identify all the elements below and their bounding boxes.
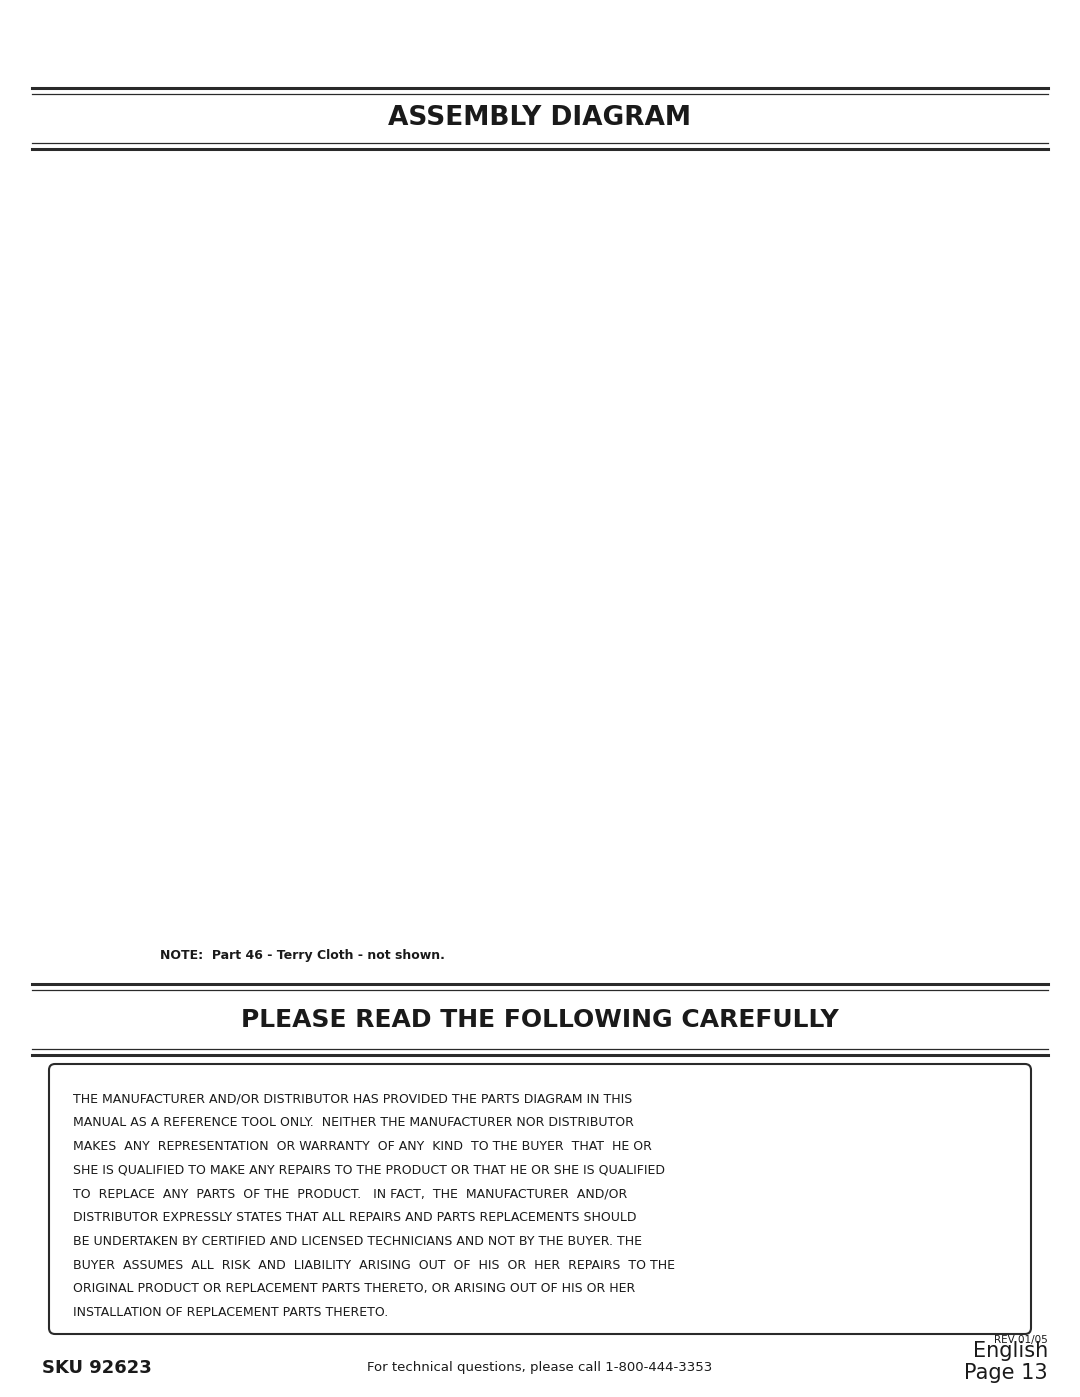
Text: For technical questions, please call 1-800-444-3353: For technical questions, please call 1-8… [367, 1362, 713, 1375]
Text: SHE IS QUALIFIED TO MAKE ANY REPAIRS TO THE PRODUCT OR THAT HE OR SHE IS QUALIFI: SHE IS QUALIFIED TO MAKE ANY REPAIRS TO … [73, 1164, 665, 1176]
Text: English: English [973, 1341, 1048, 1361]
Text: ORIGINAL PRODUCT OR REPLACEMENT PARTS THERETO, OR ARISING OUT OF HIS OR HER: ORIGINAL PRODUCT OR REPLACEMENT PARTS TH… [73, 1282, 635, 1295]
Text: INSTALLATION OF REPLACEMENT PARTS THERETO.: INSTALLATION OF REPLACEMENT PARTS THERET… [73, 1306, 388, 1319]
Text: BUYER  ASSUMES  ALL  RISK  AND  LIABILITY  ARISING  OUT  OF  HIS  OR  HER  REPAI: BUYER ASSUMES ALL RISK AND LIABILITY ARI… [73, 1259, 675, 1271]
Text: ASSEMBLY DIAGRAM: ASSEMBLY DIAGRAM [389, 105, 691, 131]
Text: SKU 92623: SKU 92623 [42, 1359, 152, 1377]
Text: MAKES  ANY  REPRESENTATION  OR WARRANTY  OF ANY  KIND  TO THE BUYER  THAT  HE OR: MAKES ANY REPRESENTATION OR WARRANTY OF … [73, 1140, 652, 1153]
Text: Page 13: Page 13 [964, 1363, 1048, 1383]
Text: PLEASE READ THE FOLLOWING CAREFULLY: PLEASE READ THE FOLLOWING CAREFULLY [241, 1009, 839, 1032]
Bar [32, 152, 1048, 975]
Text: THE MANUFACTURER AND/OR DISTRIBUTOR HAS PROVIDED THE PARTS DIAGRAM IN THIS: THE MANUFACTURER AND/OR DISTRIBUTOR HAS … [73, 1092, 632, 1105]
Text: DISTRIBUTOR EXPRESSLY STATES THAT ALL REPAIRS AND PARTS REPLACEMENTS SHOULD: DISTRIBUTOR EXPRESSLY STATES THAT ALL RE… [73, 1211, 636, 1224]
Text: TO  REPLACE  ANY  PARTS  OF THE  PRODUCT.   IN FACT,  THE  MANUFACTURER  AND/OR: TO REPLACE ANY PARTS OF THE PRODUCT. IN … [73, 1187, 627, 1200]
Text: MANUAL AS A REFERENCE TOOL ONLY.  NEITHER THE MANUFACTURER NOR DISTRIBUTOR: MANUAL AS A REFERENCE TOOL ONLY. NEITHER… [73, 1116, 634, 1129]
Text: NOTE:  Part 46 - Terry Cloth - not shown.: NOTE: Part 46 - Terry Cloth - not shown. [160, 949, 445, 961]
Text: REV 01/05: REV 01/05 [995, 1336, 1048, 1345]
Text: BE UNDERTAKEN BY CERTIFIED AND LICENSED TECHNICIANS AND NOT BY THE BUYER. THE: BE UNDERTAKEN BY CERTIFIED AND LICENSED … [73, 1235, 642, 1248]
